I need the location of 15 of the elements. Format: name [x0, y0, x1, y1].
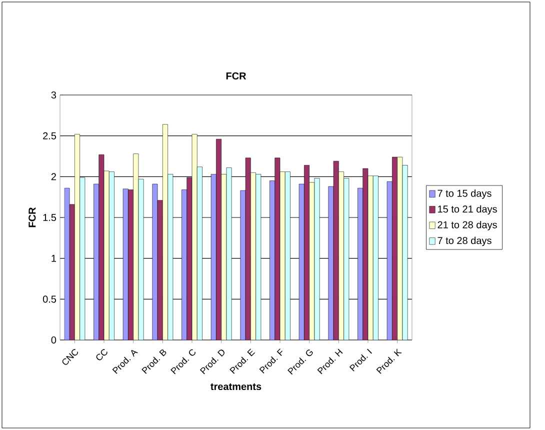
legend-label: 7 to 28 days: [438, 236, 492, 246]
y-tick-label: 2: [51, 173, 56, 180]
y-axis-title: FCR: [28, 207, 36, 228]
y-tick-label: 3: [51, 91, 56, 99]
legend-label: 21 to 28 days: [438, 220, 497, 230]
legend-label: 7 to 15 days: [438, 190, 492, 199]
y-tick-label: 0.5: [42, 296, 56, 303]
y-tick-label: 1.5: [43, 214, 56, 221]
y-tick-label: 1: [52, 254, 56, 262]
chart-title: FCR: [226, 72, 246, 80]
x-axis-title: treatments: [210, 383, 262, 390]
x-tick-label: CC: [96, 349, 108, 360]
y-tick-label: 0: [51, 336, 56, 344]
y-tick-label: 2.5: [43, 132, 56, 140]
legend-label: 15 to 21 days: [438, 205, 497, 215]
